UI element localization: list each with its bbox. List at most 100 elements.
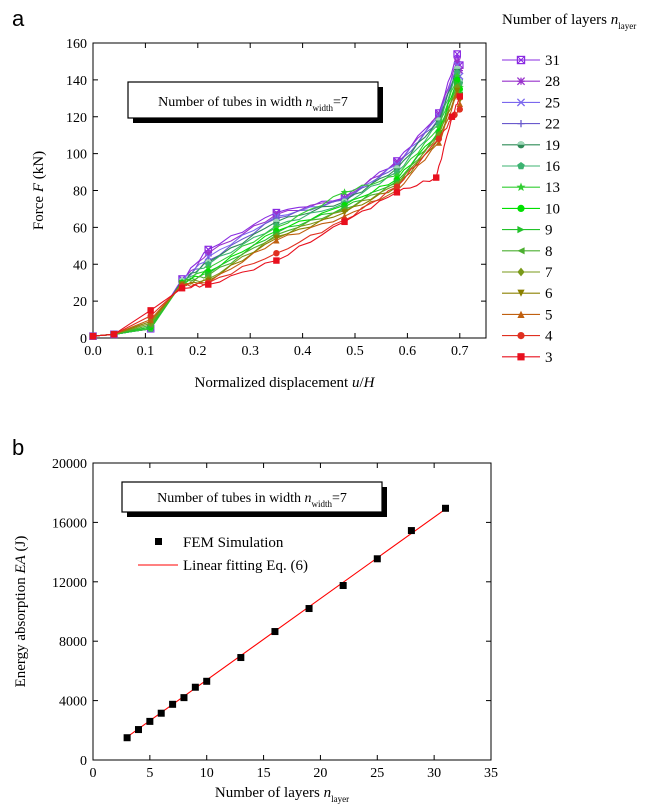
panel-a-y-tick-label: 0	[80, 332, 87, 347]
panel-a-legend-marker	[517, 204, 525, 212]
panel-a-data-point	[456, 100, 463, 108]
panel-a-legend-marker	[517, 162, 525, 170]
panel-a-data-point	[204, 249, 212, 257]
panel-a-x-tick-label: 0.0	[84, 344, 102, 359]
panel-a-legend-label: 16	[545, 159, 561, 175]
panel-a-series-line	[92, 84, 461, 337]
panel-a-data-point	[272, 223, 281, 231]
panel-a-y-tick-label: 80	[73, 185, 87, 200]
panel-label-b: b	[12, 435, 24, 460]
panel-a-legend-marker	[517, 267, 525, 277]
panel-a-x-tick-label: 0.2	[189, 344, 207, 359]
panel-a-legend-item-8: 8	[502, 244, 553, 260]
panel-a-legend-label: 25	[545, 95, 560, 111]
panel-a-legend-label: 19	[545, 138, 560, 154]
panel-b-y-tick-label: 12000	[52, 576, 87, 591]
panel-a-x-tick-label: 0.1	[137, 344, 155, 359]
panel-b-data-point	[134, 726, 142, 734]
panel-a-data-point	[110, 331, 118, 338]
panel-a-y-tick-label: 60	[73, 221, 87, 236]
panel-a-legend-item-4: 4	[502, 329, 553, 345]
panel-b-y-axis-label: Energy absorption EA (J)	[13, 536, 29, 688]
panel-b-annotation-text: Number of tubes in width nwidth=7	[157, 491, 347, 509]
panel-a-legend-item-10: 10	[502, 201, 560, 217]
panel-a-legend-item-31: 31	[502, 53, 560, 69]
panel-b-data-point	[123, 734, 131, 742]
panel-b-x-tick-label: 5	[146, 766, 153, 781]
panel-a-y-tick-label: 100	[66, 148, 87, 163]
panel-a-legend-item-3: 3	[502, 350, 553, 366]
panel-a-legend-label: 28	[545, 74, 560, 90]
panel-a-legend-label: 9	[545, 223, 553, 239]
panel-b-plot: 0 5 10 15 20 25 30 35 0 4000 8000 12000 16000 20000 FE…	[13, 457, 498, 804]
panel-a-data-point	[393, 189, 401, 196]
panel-a-legend-label: 22	[545, 117, 560, 133]
panel-a-data-point	[340, 188, 349, 196]
panel-a-data-point	[272, 210, 281, 219]
panel-a-data-point	[273, 257, 280, 264]
panel-a-data-point	[393, 183, 401, 191]
panel-a-data-point	[435, 135, 443, 143]
panel-b-x-tick-label: 30	[427, 766, 441, 781]
panel-a-data-point	[147, 312, 154, 320]
panel-a-data-point	[453, 50, 461, 58]
panel-a-annotation: Number of tubes in width nwidth=7	[127, 81, 383, 123]
panel-a-data-point	[453, 57, 461, 66]
panel-a-legend-label: 7	[545, 265, 553, 281]
panel-b-data-point	[373, 555, 381, 563]
panel-b-plot-frame	[92, 462, 492, 761]
panel-b-x-tick-label: 0	[90, 766, 97, 781]
panel-a-legend-item-22: 22	[502, 117, 560, 133]
panel-b-legend-label-fit: Linear fitting Eq. (6)	[183, 558, 308, 574]
panel-a-data-point	[341, 209, 348, 216]
panel-a-plot: 0.0 0.1 0.2 0.3 0.4 0.5 0.6 0.7 0 20 40 60 80 100 120 1…	[31, 37, 487, 391]
panel-b-x-axis-label: Number of layers nlayer	[215, 785, 349, 804]
panel-a-data-point	[273, 249, 280, 257]
panel-b-data-point	[305, 605, 313, 613]
panel-a-legend-marker	[517, 310, 525, 318]
panel-a-data-point	[435, 139, 443, 146]
panel-a-legend-label: 4	[545, 329, 553, 345]
panel-b-data-point	[191, 683, 199, 691]
panel-b-x-tick-label: 35	[484, 766, 498, 781]
panel-a-y-tick-label: 120	[66, 111, 87, 126]
panel-a-legend-item-13: 13	[502, 180, 560, 196]
panel-a-x-tick-label: 0.5	[346, 344, 364, 359]
panel-b-y-tick-label: 4000	[59, 695, 87, 710]
panel-b-data-point	[237, 654, 245, 662]
panel-a-data-point	[434, 123, 443, 132]
panel-b-y-tick-label: 16000	[52, 516, 87, 531]
panel-a-data-point	[204, 260, 212, 268]
panel-a-legend-marker	[517, 226, 525, 234]
panel-b-data-point	[271, 628, 279, 636]
panel-b-annotation: Number of tubes in width nwidth=7	[121, 481, 387, 517]
panel-a-data-point	[178, 285, 186, 292]
panel-b-data-point	[203, 677, 211, 685]
panel-a-legend-marker	[517, 353, 525, 361]
panel-a-legend-marker	[516, 98, 526, 107]
panel-a-legend-item-6: 6	[502, 286, 553, 302]
panel-b-data-point	[407, 527, 415, 535]
panel-a-data-point	[448, 113, 456, 120]
panel-a-x-tick-label: 0.7	[451, 344, 469, 359]
panel-a-legend-item-16: 16	[502, 159, 561, 175]
panel-a-data-point	[205, 281, 212, 288]
panel-b-data-point	[157, 709, 165, 717]
panel-a-legend-marker	[516, 77, 526, 86]
panel-a-data-point	[147, 307, 154, 314]
panel-a-x-tick-label: 0.6	[399, 344, 417, 359]
panel-a-data-point	[456, 106, 463, 113]
panel-a-y-tick-label: 40	[73, 258, 87, 273]
panel-a-data-point	[456, 66, 464, 75]
panel-a-y-tick-label: 160	[66, 37, 87, 52]
panel-a-legend-item-25: 25	[502, 95, 560, 111]
panel-a-data-point	[433, 174, 440, 181]
panel-b-legend: FEM Simulation Linear fitting Eq. (6)	[138, 535, 308, 574]
panel-b-x-tick-label: 20	[313, 766, 327, 781]
panel-a-x-tick-label: 0.3	[241, 344, 259, 359]
panel-b-y-tick-label: 0	[80, 754, 87, 769]
panel-b-legend-marker-fem	[155, 538, 162, 545]
panel-a-legend-label: 6	[545, 286, 553, 302]
panel-a-legend-item-5: 5	[502, 307, 553, 323]
panel-a-legend-item-28: 28	[502, 74, 560, 90]
